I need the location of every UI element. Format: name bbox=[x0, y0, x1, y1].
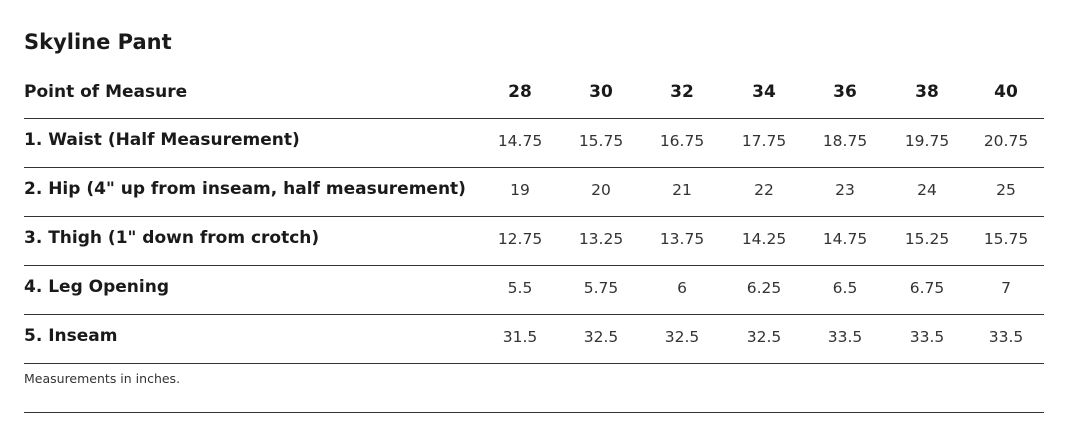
cell: 25 bbox=[996, 181, 1016, 199]
cell: 6.75 bbox=[909, 279, 945, 297]
cell: 23 bbox=[835, 181, 855, 199]
cell: 6.25 bbox=[746, 279, 782, 297]
column-header: 34 bbox=[752, 82, 776, 102]
cell: 32.5 bbox=[583, 328, 619, 346]
row-label: 1. Waist (Half Measurement) bbox=[24, 130, 300, 150]
column-header: 30 bbox=[589, 82, 613, 102]
cell: 6.5 bbox=[832, 279, 858, 297]
row-label: 2. Hip (4" up from inseam, half measurem… bbox=[24, 179, 466, 199]
bottom-rule bbox=[24, 412, 1044, 413]
cell: 32.5 bbox=[664, 328, 700, 346]
column-header: 32 bbox=[670, 82, 694, 102]
cell: 33.5 bbox=[909, 328, 945, 346]
cell: 33.5 bbox=[988, 328, 1024, 346]
cell: 13.25 bbox=[578, 230, 624, 248]
cell: 5.5 bbox=[507, 279, 533, 297]
row-rule bbox=[24, 118, 1044, 119]
cell: 19.75 bbox=[904, 132, 950, 150]
cell: 7 bbox=[1001, 279, 1011, 297]
column-header: Point of Measure bbox=[24, 82, 188, 102]
row-rule bbox=[24, 167, 1044, 168]
cell: 15.25 bbox=[904, 230, 950, 248]
row-label: 4. Leg Opening bbox=[24, 277, 170, 297]
cell: 5.75 bbox=[583, 279, 619, 297]
cell: 24 bbox=[917, 181, 937, 199]
cell: 22 bbox=[754, 181, 774, 199]
column-header: 28 bbox=[508, 82, 532, 102]
row-label: 5. Inseam bbox=[24, 326, 118, 346]
row-rule bbox=[24, 265, 1044, 266]
cell: 12.75 bbox=[497, 230, 543, 248]
cell: 6 bbox=[677, 279, 687, 297]
column-header: 38 bbox=[915, 82, 939, 102]
cell: 14.75 bbox=[497, 132, 543, 150]
cell: 32.5 bbox=[746, 328, 782, 346]
cell: 33.5 bbox=[827, 328, 863, 346]
cell: 20 bbox=[591, 181, 611, 199]
column-header: 36 bbox=[833, 82, 857, 102]
cell: 21 bbox=[672, 181, 692, 199]
row-label: 3. Thigh (1" down from crotch) bbox=[24, 228, 320, 248]
row-rule bbox=[24, 363, 1044, 364]
cell: 13.75 bbox=[659, 230, 705, 248]
cell: 15.75 bbox=[578, 132, 624, 150]
note: Measurements in inches. bbox=[24, 371, 181, 386]
cell: 20.75 bbox=[983, 132, 1029, 150]
cell: 15.75 bbox=[983, 230, 1029, 248]
cell: 14.25 bbox=[741, 230, 787, 248]
cell: 19 bbox=[510, 181, 530, 199]
cell: 17.75 bbox=[741, 132, 787, 150]
title: Skyline Pant bbox=[24, 30, 172, 54]
column-header: 40 bbox=[994, 82, 1018, 102]
cell: 18.75 bbox=[822, 132, 868, 150]
row-rule bbox=[24, 216, 1044, 217]
cell: 16.75 bbox=[659, 132, 705, 150]
cell: 14.75 bbox=[822, 230, 868, 248]
cell: 31.5 bbox=[502, 328, 538, 346]
row-rule bbox=[24, 314, 1044, 315]
